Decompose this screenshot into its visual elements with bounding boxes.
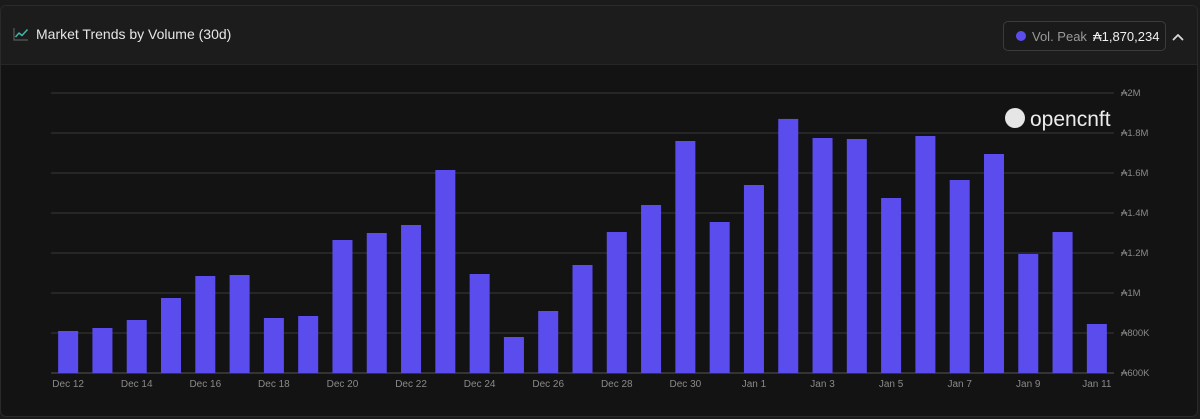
y-tick-label: ₳2M <box>1121 88 1141 99</box>
y-tick-label: ₳1.2M <box>1121 248 1149 259</box>
bar-dec-12[interactable] <box>58 331 79 373</box>
bar-jan-4[interactable] <box>846 139 867 373</box>
x-tick-label: Dec 20 <box>327 379 359 390</box>
y-tick-label: ₳600K <box>1121 368 1150 379</box>
bar-jan-3[interactable] <box>812 138 833 373</box>
volume-bar-chart: Dec 12 Dec 14 Dec 16 Dec 18 Dec 20 Dec 22 Dec … <box>51 88 1150 390</box>
x-tick-label: Jan 11 <box>1082 379 1112 390</box>
x-tick-label: Dec 12 <box>52 379 84 390</box>
y-tick-label: ₳1.8M <box>1121 128 1149 139</box>
x-tick-label: Dec 16 <box>189 379 221 390</box>
chart-panel: Market Trends by Volume (30d) Vol. Peak … <box>0 5 1198 417</box>
volume-peak-badge: Vol. Peak ₳1,870,234 <box>1003 21 1166 51</box>
x-tick-label: Jan 5 <box>879 379 904 390</box>
y-tick-label: ₳800K <box>1121 328 1150 339</box>
bar-dec-18[interactable] <box>263 318 284 373</box>
bars <box>58 118 1107 373</box>
bar-jan-2[interactable] <box>778 118 799 373</box>
bar-dec-27[interactable] <box>572 265 593 373</box>
bar-dec-15[interactable] <box>161 298 182 373</box>
bar-dec-24[interactable] <box>469 274 490 373</box>
x-tick-label: Dec 28 <box>601 379 633 390</box>
y-axis-ticks: ₳600K ₳800K ₳1M ₳1.2M ₳1.4M ₳1.6M ₳1.8M ₳2M <box>1121 88 1150 379</box>
x-tick-label: Dec 18 <box>258 379 290 390</box>
x-tick-label: Jan 3 <box>810 379 835 390</box>
x-tick-label: Dec 26 <box>532 379 564 390</box>
bar-dec-13[interactable] <box>92 328 113 373</box>
bar-jan-7[interactable] <box>949 180 970 373</box>
bar-jan-10[interactable] <box>1052 232 1073 373</box>
x-tick-label: Dec 22 <box>395 379 427 390</box>
bar-dec-22[interactable] <box>401 225 422 373</box>
bar-jan-6[interactable] <box>915 136 936 373</box>
bar-jan-5[interactable] <box>881 198 902 373</box>
bar-jan-9[interactable] <box>1018 254 1039 373</box>
x-tick-label: Dec 30 <box>670 379 702 390</box>
title-group: Market Trends by Volume (30d) <box>13 26 231 42</box>
x-tick-label: Dec 24 <box>464 379 496 390</box>
collapse-button[interactable] <box>1169 28 1187 46</box>
bar-dec-20[interactable] <box>332 240 353 373</box>
bar-dec-31[interactable] <box>709 222 730 373</box>
y-tick-label: ₳1.6M <box>1121 168 1149 179</box>
y-tick-label: ₳1.4M <box>1121 208 1149 219</box>
chart-title: Market Trends by Volume (30d) <box>36 26 232 42</box>
x-tick-label: Jan 7 <box>947 379 972 390</box>
bar-dec-25[interactable] <box>503 337 524 373</box>
x-tick-label: Jan 9 <box>1016 379 1041 390</box>
x-axis-ticks: Dec 12 Dec 14 Dec 16 Dec 18 Dec 20 Dec 22 Dec … <box>52 379 1112 390</box>
bar-jan-8[interactable] <box>983 154 1004 373</box>
panel-header: Market Trends by Volume (30d) Vol. Peak … <box>1 6 1197 65</box>
bar-dec-21[interactable] <box>366 233 387 373</box>
line-chart-icon <box>13 28 29 41</box>
bar-dec-23[interactable] <box>435 170 456 373</box>
bar-dec-16[interactable] <box>195 276 216 373</box>
bar-dec-26[interactable] <box>538 311 559 373</box>
bar-jan-1[interactable] <box>743 185 764 373</box>
bar-jan-11[interactable] <box>1086 324 1107 373</box>
bar-dec-14[interactable] <box>126 320 147 373</box>
bar-dec-19[interactable] <box>298 316 319 373</box>
opencnft-logo: opencnft <box>1005 108 1111 131</box>
bar-dec-30[interactable] <box>675 141 696 373</box>
bar-dec-17[interactable] <box>229 275 250 373</box>
series-color-dot <box>1016 31 1026 41</box>
watermark-text: opencnft <box>1030 108 1111 131</box>
peak-label: Vol. Peak <box>1032 28 1087 44</box>
y-tick-label: ₳1M <box>1121 288 1141 299</box>
x-tick-label: Jan 1 <box>742 379 767 390</box>
x-tick-label: Dec 14 <box>121 379 153 390</box>
bar-dec-28[interactable] <box>606 232 627 373</box>
peak-value: ₳1,870,234 <box>1092 28 1160 44</box>
bar-dec-29[interactable] <box>641 205 662 373</box>
chevron-up-icon <box>1172 34 1184 41</box>
